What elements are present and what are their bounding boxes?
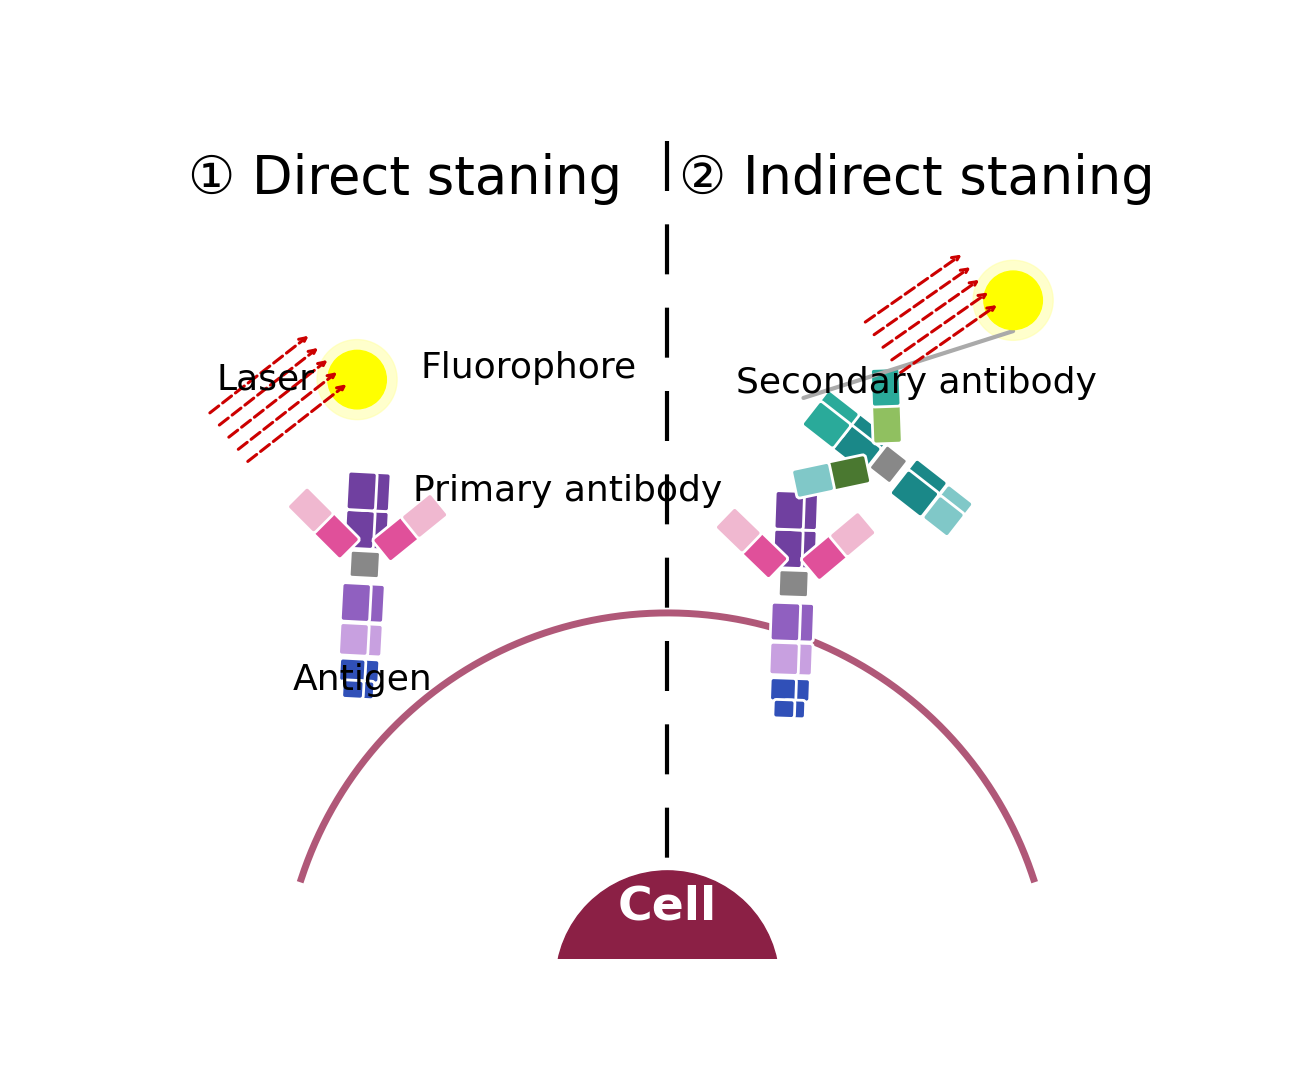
FancyBboxPatch shape <box>340 582 371 622</box>
FancyBboxPatch shape <box>827 455 870 490</box>
Text: Primary antibody: Primary antibody <box>413 474 722 508</box>
FancyBboxPatch shape <box>741 533 788 579</box>
FancyBboxPatch shape <box>715 508 761 553</box>
FancyBboxPatch shape <box>769 642 799 676</box>
FancyBboxPatch shape <box>870 368 900 407</box>
FancyBboxPatch shape <box>770 603 800 641</box>
FancyBboxPatch shape <box>773 529 803 568</box>
FancyBboxPatch shape <box>353 680 375 700</box>
FancyBboxPatch shape <box>890 470 938 516</box>
FancyBboxPatch shape <box>923 496 964 537</box>
FancyBboxPatch shape <box>352 623 383 657</box>
FancyBboxPatch shape <box>347 471 377 511</box>
Text: ② Indirect staning: ② Indirect staning <box>679 153 1154 206</box>
FancyBboxPatch shape <box>360 472 391 512</box>
FancyBboxPatch shape <box>401 494 448 538</box>
Text: Antigen: Antigen <box>293 663 433 696</box>
FancyBboxPatch shape <box>354 583 386 623</box>
Text: Laser: Laser <box>216 362 314 397</box>
Text: ① Direct staning: ① Direct staning <box>188 153 622 206</box>
FancyBboxPatch shape <box>358 510 390 550</box>
FancyBboxPatch shape <box>774 490 804 530</box>
FancyBboxPatch shape <box>773 700 795 718</box>
Circle shape <box>317 340 397 419</box>
Circle shape <box>328 350 387 409</box>
FancyBboxPatch shape <box>801 536 847 580</box>
FancyBboxPatch shape <box>787 529 817 569</box>
FancyBboxPatch shape <box>783 642 813 676</box>
FancyBboxPatch shape <box>810 390 859 438</box>
FancyBboxPatch shape <box>870 445 907 483</box>
FancyBboxPatch shape <box>783 678 810 702</box>
FancyBboxPatch shape <box>339 658 366 682</box>
FancyBboxPatch shape <box>339 623 369 657</box>
Text: Cell: Cell <box>618 885 717 929</box>
Circle shape <box>984 271 1042 330</box>
FancyBboxPatch shape <box>341 680 364 700</box>
FancyBboxPatch shape <box>803 401 851 448</box>
FancyBboxPatch shape <box>373 516 420 562</box>
Circle shape <box>556 871 779 1078</box>
FancyBboxPatch shape <box>314 513 360 559</box>
Text: Secondary antibody: Secondary antibody <box>736 367 1097 400</box>
FancyBboxPatch shape <box>932 485 973 526</box>
FancyBboxPatch shape <box>353 659 379 683</box>
FancyBboxPatch shape <box>783 700 805 719</box>
FancyBboxPatch shape <box>792 462 834 498</box>
FancyBboxPatch shape <box>344 510 375 550</box>
FancyBboxPatch shape <box>784 603 814 642</box>
Text: Fluorophore: Fluorophore <box>421 351 636 385</box>
FancyBboxPatch shape <box>830 512 876 556</box>
FancyBboxPatch shape <box>779 570 809 597</box>
FancyBboxPatch shape <box>899 459 947 506</box>
FancyBboxPatch shape <box>770 678 796 702</box>
FancyBboxPatch shape <box>833 425 881 472</box>
FancyBboxPatch shape <box>288 487 334 533</box>
Circle shape <box>973 260 1053 341</box>
FancyBboxPatch shape <box>872 404 902 444</box>
FancyBboxPatch shape <box>788 492 818 530</box>
FancyBboxPatch shape <box>842 414 890 461</box>
FancyBboxPatch shape <box>349 551 380 578</box>
